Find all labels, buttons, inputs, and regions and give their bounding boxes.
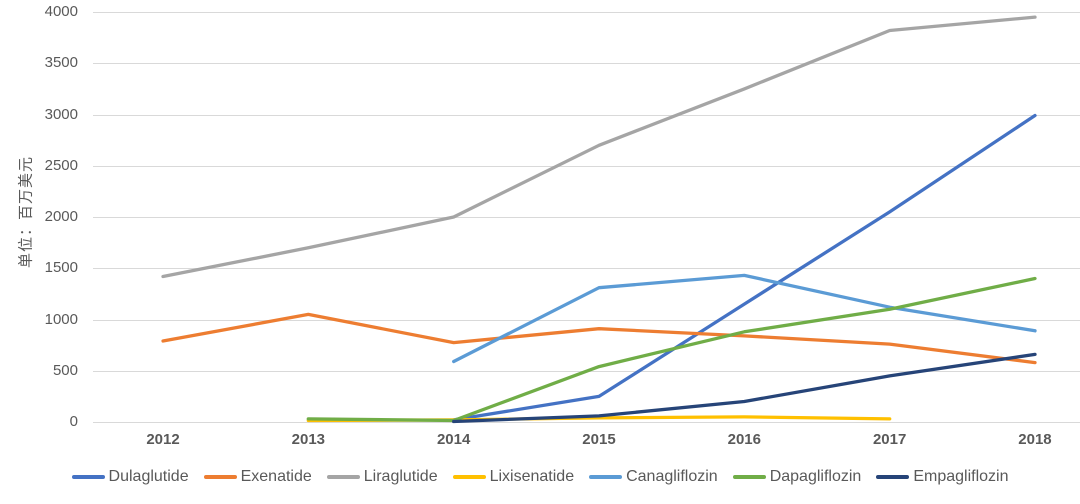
y-tick-label: 1000 (44, 310, 78, 328)
legend-line-swatch-icon (326, 475, 360, 479)
series-line-exenatide (161, 312, 1037, 365)
x-tick-label: 2015 (582, 431, 616, 448)
legend-item-lixisenatide: Lixisenatide (452, 468, 575, 486)
x-tick-label: 2014 (436, 431, 471, 448)
x-tick-label: 2012 (146, 431, 180, 448)
y-tick-label: 1500 (44, 259, 78, 277)
legend-line-swatch-icon (589, 475, 623, 479)
legend-item-dapagliflozin: Dapagliflozin (732, 468, 862, 486)
x-tick-label: 2018 (1018, 431, 1052, 448)
y-tick-label: 3500 (44, 54, 78, 72)
y-tick-label: 2000 (44, 208, 78, 225)
legend-item-exenatide: Exenatide (203, 468, 312, 486)
legend-item-empagliflozin: Empagliflozin (876, 468, 1008, 486)
legend-item-dulaglutide: Dulaglutide (71, 468, 189, 486)
y-tick-label: 4000 (44, 3, 78, 20)
y-tick-label: 0 (69, 413, 78, 430)
legend-label: Empagliflozin (913, 468, 1009, 485)
legend-label: Exenatide (240, 468, 312, 485)
legend-line-swatch-icon (732, 475, 766, 479)
x-tick-label: 2013 (291, 431, 326, 448)
series-line-liraglutide (161, 15, 1037, 279)
legend-line-swatch-icon (876, 475, 910, 479)
series-line-canagliflozin (452, 273, 1037, 364)
y-tick-label: 2500 (44, 156, 78, 174)
legend-label: Dulaglutide (108, 468, 189, 485)
legend-item-canagliflozin: Canagliflozin (589, 468, 718, 486)
legend-label: Canagliflozin (626, 468, 718, 485)
legend-line-swatch-icon (203, 475, 237, 479)
legend-label: Lixisenatide (489, 468, 575, 485)
legend-line-swatch-icon (452, 475, 486, 479)
legend-label: Dapagliflozin (769, 468, 862, 485)
x-tick-label: 2016 (727, 431, 761, 448)
series-line-dulaglutide (452, 113, 1037, 422)
y-tick-label: 3000 (44, 105, 78, 123)
legend-item-liraglutide: Liraglutide (326, 468, 438, 486)
legend-line-swatch-icon (71, 475, 105, 479)
legend: Dulaglutide Exenatide Liraglutide Lixisenat… (0, 468, 1080, 486)
x-tick-label: 2017 (872, 431, 907, 448)
series-line-empagliflozin (452, 352, 1037, 424)
series-line-dapagliflozin (306, 276, 1037, 423)
y-tick-label: 500 (52, 361, 78, 379)
legend-label: Liraglutide (363, 468, 438, 485)
